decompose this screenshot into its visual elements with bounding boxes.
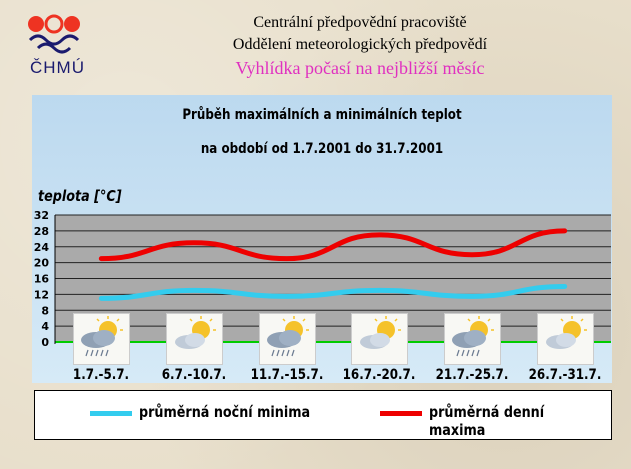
cloud-sun-rain-icon <box>444 313 501 365</box>
sun-cloud-icon <box>166 313 223 365</box>
legend-swatch-max <box>380 411 422 416</box>
y-tick-label-2: 8 <box>41 304 49 317</box>
period-label-4: 21.7.-25.7. <box>435 367 509 383</box>
series-0-point-0 <box>99 296 103 300</box>
cloud-sun-rain-icon <box>258 313 316 365</box>
chart-title: Průběh maximálních a minimálních teplot <box>182 107 462 123</box>
y-tick-label-8: 32 <box>34 209 49 222</box>
sun-cloud-icon <box>351 313 409 365</box>
period-label-5: 26.7.-31.7. <box>528 367 602 383</box>
cloud-sun-rain-icon <box>73 313 131 365</box>
period-label-3: 16.7.-20.7. <box>342 367 416 383</box>
series-0-point-4 <box>470 294 474 298</box>
series-0-point-2 <box>285 294 289 298</box>
period-label-1: 6.7.-10.7. <box>161 367 227 383</box>
legend: průměrná noční minima průměrná denní max… <box>34 390 612 440</box>
series-1-point-1 <box>192 241 196 245</box>
series-0-point-3 <box>377 288 381 292</box>
sun-cloud-icon <box>536 313 594 365</box>
logo-text: ČHMÚ <box>30 58 85 77</box>
period-label-0: 1.7.-5.7. <box>73 367 130 383</box>
chart-subtitle: na období od 1.7.2001 do 31.7.2001 <box>200 141 444 157</box>
series-0-point-5 <box>563 284 567 288</box>
legend-label-max: průměrná denní maxima <box>429 403 545 439</box>
y-tick-label-3: 12 <box>34 288 49 301</box>
series-1-point-3 <box>377 233 381 237</box>
series-1-point-4 <box>470 253 474 257</box>
header-line-1: Centrální předpovědní pracoviště <box>253 14 467 31</box>
period-label-2: 11.7.-15.7. <box>250 367 324 383</box>
y-tick-label-0: 0 <box>41 336 49 349</box>
chmu-logo-icon <box>28 14 80 54</box>
series-1-point-2 <box>285 257 289 261</box>
legend-label-min: průměrná noční minima <box>139 403 311 421</box>
series-1-point-0 <box>99 257 103 261</box>
header-line-2: Oddělení meteorologických předpovědí <box>232 36 488 53</box>
y-tick-label-7: 28 <box>34 225 49 238</box>
series-0-point-1 <box>192 288 196 292</box>
header-line-3: Vyhlídka počasí na nejbližší měsíc <box>235 58 485 78</box>
legend-swatch-min <box>90 411 132 416</box>
y-tick-label-5: 20 <box>34 257 50 270</box>
y-tick-label-4: 16 <box>34 273 50 286</box>
y-tick-label-1: 4 <box>41 320 49 333</box>
series-line-0 <box>98 283 568 301</box>
series-line-1 <box>98 228 568 262</box>
y-tick-label-6: 24 <box>34 241 50 254</box>
series-1-point-5 <box>563 229 567 233</box>
y-axis-label: teplota [°C] <box>38 187 122 205</box>
